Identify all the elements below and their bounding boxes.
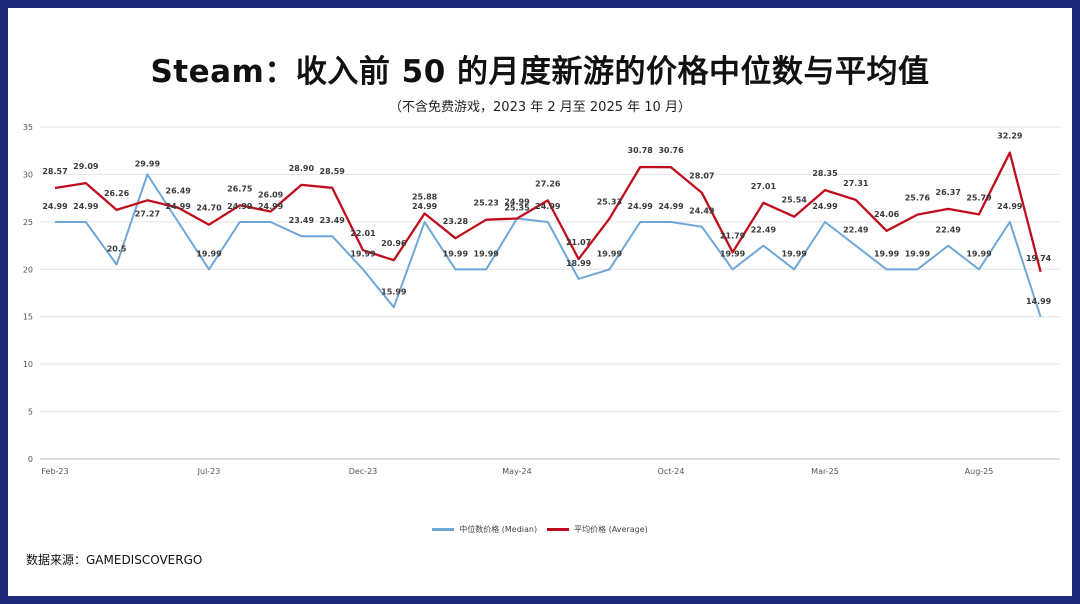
chart-subtitle: （不含免费游戏，2023 年 2 月至 2025 年 10 月） [389, 100, 691, 115]
average-data-label: 22.01 [350, 229, 376, 238]
average-data-label: 25.88 [412, 193, 438, 202]
median-line [55, 173, 1042, 318]
median-data-label: 15.99 [381, 287, 407, 296]
x-tick-label: Feb-23 [41, 467, 68, 476]
average-data-label: 20.96 [381, 239, 407, 248]
legend-swatch-average [547, 528, 570, 531]
average-data-label: 29.09 [73, 162, 99, 171]
average-data-label: 21.07 [566, 238, 591, 247]
median-data-label: 22.49 [843, 226, 869, 235]
average-data-label: 28.35 [812, 169, 838, 178]
average-data-label: 25.23 [474, 199, 499, 208]
legend-item-average: 平均价格 (Average) [547, 524, 648, 535]
median-data-label: 20.5 [107, 245, 127, 254]
y-tick-label: 5 [28, 408, 33, 417]
median-data-label: 25.35 [504, 204, 530, 213]
chart-title: Steam：收入前 50 的月度新游的价格中位数与平均值 [150, 54, 930, 90]
average-data-label: 21.79 [720, 231, 746, 240]
legend-swatch-median [432, 528, 455, 531]
average-data-label: 26.26 [104, 189, 130, 198]
median-data-label: 19.99 [782, 249, 808, 258]
average-data-label: 26.75 [227, 184, 253, 193]
y-tick-label: 0 [28, 455, 33, 464]
median-data-label: 19.99 [196, 249, 222, 258]
y-tick-label: 30 [23, 170, 33, 179]
average-data-label: 27.31 [843, 179, 869, 188]
median-data-label: 18.99 [566, 259, 592, 268]
median-data-label: 24.99 [658, 202, 684, 211]
average-data-label: 27.26 [535, 179, 561, 188]
average-data-label: 25.33 [597, 198, 622, 207]
average-data-label: 23.28 [443, 217, 469, 226]
median-data-label: 24.99 [628, 202, 654, 211]
x-tick-label: Dec-23 [349, 467, 378, 476]
average-line [54, 151, 1042, 273]
average-data-label: 27.27 [135, 209, 160, 218]
legend-label-median: 中位数价格 (Median) [459, 525, 538, 534]
average-data-label: 28.59 [320, 167, 346, 176]
average-data-label: 26.37 [936, 188, 961, 197]
chart-legend: 中位数价格 (Median) 平均价格 (Average) [0, 524, 1080, 535]
y-tick-label: 15 [23, 313, 33, 322]
x-tick-label: Aug-25 [965, 467, 994, 476]
y-tick-label: 20 [23, 265, 33, 274]
y-tick-label: 10 [23, 360, 33, 369]
average-data-label: 25.76 [905, 194, 931, 203]
x-tick-label: Jul-23 [197, 467, 221, 476]
median-data-label: 24.99 [535, 202, 561, 211]
x-tick-label: May-24 [502, 467, 531, 476]
median-data-label: 24.99 [73, 202, 99, 211]
average-data-label: 30.76 [658, 146, 684, 155]
median-data-label: 24.99 [166, 202, 192, 211]
median-data-label: 24.99 [997, 202, 1023, 211]
average-data-label: 26.09 [258, 191, 284, 200]
average-data-label: 24.99 [504, 198, 530, 207]
median-data-label: 19.99 [720, 249, 746, 258]
median-data-label: 24.99 [412, 202, 438, 211]
legend-item-median: 中位数价格 (Median) [432, 524, 537, 535]
average-data-label: 25.54 [782, 196, 808, 205]
legend-label-average: 平均价格 (Average) [574, 525, 648, 534]
x-tick-label: Oct-24 [658, 467, 685, 476]
median-data-label: 19.99 [966, 249, 992, 258]
average-data-label: 30.78 [628, 146, 654, 155]
average-data-label: 32.29 [997, 132, 1023, 141]
median-data-label: 24.49 [689, 207, 715, 216]
median-data-label: 19.99 [474, 249, 500, 258]
median-data-label: 19.99 [597, 249, 623, 258]
average-data-label: 26.49 [166, 187, 192, 196]
median-data-label: 19.99 [443, 249, 469, 258]
data-source: 数据来源：GAMEDISCOVERGO [26, 553, 203, 567]
median-data-label: 23.49 [320, 216, 346, 225]
y-tick-label: 25 [23, 218, 33, 227]
average-data-label: 24.70 [196, 204, 222, 213]
average-data-label: 28.57 [42, 167, 67, 176]
average-data-label: 25.79 [966, 193, 992, 202]
x-tick-label: Mar-25 [811, 467, 839, 476]
average-data-label: 24.06 [874, 210, 900, 219]
average-data-label: 28.07 [689, 172, 714, 181]
y-tick-label: 35 [23, 123, 33, 132]
median-data-label: 24.99 [258, 202, 284, 211]
average-data-label: 19.74 [1026, 254, 1052, 263]
median-data-label: 22.49 [751, 226, 777, 235]
median-data-label: 23.49 [289, 216, 315, 225]
average-data-label: 27.01 [751, 182, 777, 191]
median-data-label: 24.99 [42, 202, 68, 211]
median-data-label: 24.99 [812, 202, 838, 211]
median-data-label: 29.99 [135, 160, 161, 169]
median-data-label: 19.99 [350, 249, 376, 258]
median-data-label: 19.99 [905, 249, 931, 258]
median-data-label: 22.49 [936, 226, 962, 235]
median-data-label: 19.99 [874, 249, 900, 258]
median-data-label: 24.99 [227, 202, 253, 211]
median-data-label: 14.99 [1026, 297, 1052, 306]
average-data-label: 28.90 [289, 164, 315, 173]
